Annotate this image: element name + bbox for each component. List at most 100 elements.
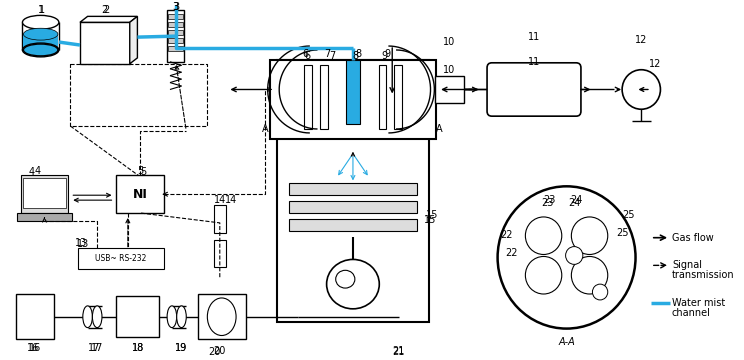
Text: 12: 12	[649, 59, 661, 69]
Text: 17: 17	[91, 343, 103, 354]
Bar	[23, 179, 65, 208]
Text: 13: 13	[77, 239, 89, 249]
Text: 19: 19	[176, 343, 187, 354]
FancyBboxPatch shape	[487, 63, 581, 116]
Bar	[289, 219, 417, 231]
Text: 6: 6	[302, 49, 308, 59]
Text: Signal: Signal	[672, 260, 702, 270]
Text: transmission: transmission	[672, 270, 734, 280]
Bar	[168, 46, 183, 51]
Text: 20: 20	[208, 347, 220, 357]
Text: 1: 1	[39, 5, 45, 15]
Text: 22: 22	[504, 248, 517, 257]
Bar	[23, 34, 58, 49]
Bar	[116, 175, 164, 213]
Bar	[435, 76, 464, 103]
Text: 1: 1	[38, 5, 44, 15]
Circle shape	[571, 256, 608, 294]
Text: 20: 20	[214, 346, 226, 356]
Bar	[214, 205, 225, 233]
Text: 7: 7	[329, 51, 335, 61]
Text: 15: 15	[426, 210, 439, 220]
Text: 4: 4	[29, 167, 35, 177]
Text: USB~ RS-232: USB~ RS-232	[95, 254, 147, 263]
Text: 24: 24	[570, 195, 583, 205]
Bar	[278, 60, 429, 322]
Text: A: A	[262, 124, 269, 134]
Text: Gas flow: Gas flow	[672, 233, 713, 243]
Bar	[379, 65, 386, 129]
Text: 5: 5	[137, 166, 144, 176]
Bar	[16, 294, 54, 339]
Polygon shape	[80, 16, 138, 22]
Circle shape	[525, 256, 562, 294]
Ellipse shape	[83, 306, 92, 328]
Bar	[289, 183, 417, 195]
Ellipse shape	[167, 306, 176, 328]
Circle shape	[498, 186, 635, 329]
Bar	[16, 213, 72, 221]
Text: 14: 14	[214, 195, 226, 205]
Ellipse shape	[208, 298, 236, 336]
Text: 15: 15	[424, 215, 437, 225]
Text: 17: 17	[88, 343, 100, 354]
Text: 2: 2	[103, 5, 110, 15]
Text: 11: 11	[528, 32, 540, 42]
Ellipse shape	[23, 44, 58, 56]
Text: 3: 3	[173, 3, 179, 13]
Text: A: A	[436, 124, 443, 134]
Bar	[198, 294, 246, 339]
Ellipse shape	[176, 306, 186, 328]
Circle shape	[571, 217, 608, 255]
Text: 6: 6	[305, 51, 311, 61]
Ellipse shape	[22, 43, 59, 57]
Text: 2: 2	[102, 5, 108, 15]
Bar	[21, 175, 68, 213]
Bar	[168, 38, 183, 43]
Text: 24: 24	[568, 198, 580, 208]
Text: 9: 9	[385, 49, 391, 59]
Text: 12: 12	[635, 35, 647, 45]
Bar	[22, 22, 59, 50]
Text: 22: 22	[500, 230, 513, 240]
Text: 16: 16	[27, 343, 39, 354]
Text: A-A: A-A	[558, 337, 575, 347]
Text: 23: 23	[541, 198, 554, 208]
Text: NI: NI	[133, 188, 148, 201]
Circle shape	[565, 247, 583, 264]
Text: 23: 23	[543, 195, 556, 205]
Bar	[304, 65, 312, 129]
Bar	[214, 240, 225, 267]
Text: 25: 25	[616, 228, 629, 238]
Text: Water mist: Water mist	[672, 298, 725, 308]
Text: 25: 25	[623, 210, 635, 220]
Text: 14: 14	[225, 195, 237, 205]
Text: 11: 11	[528, 57, 540, 67]
Bar	[394, 65, 402, 129]
Ellipse shape	[92, 306, 102, 328]
Text: 21: 21	[393, 346, 405, 356]
Text: 18: 18	[132, 343, 144, 354]
Polygon shape	[129, 16, 138, 64]
Bar	[168, 22, 183, 27]
Text: 8: 8	[356, 49, 362, 59]
Text: 4: 4	[35, 166, 41, 176]
Bar	[80, 22, 129, 64]
Text: 7: 7	[324, 49, 330, 59]
Bar	[289, 201, 417, 213]
Text: 3: 3	[173, 3, 180, 13]
Text: channel: channel	[672, 308, 711, 318]
Text: 10: 10	[443, 65, 455, 75]
Bar	[321, 65, 328, 129]
Text: 8: 8	[353, 51, 359, 61]
Text: 5: 5	[140, 167, 147, 177]
Bar	[167, 10, 185, 62]
Bar	[269, 60, 436, 139]
Bar	[346, 60, 359, 124]
Text: 10: 10	[443, 37, 455, 47]
Text: 19: 19	[176, 343, 187, 354]
Bar	[78, 248, 164, 269]
Circle shape	[622, 70, 661, 109]
Text: 9: 9	[382, 51, 388, 61]
Text: 21: 21	[393, 347, 405, 357]
